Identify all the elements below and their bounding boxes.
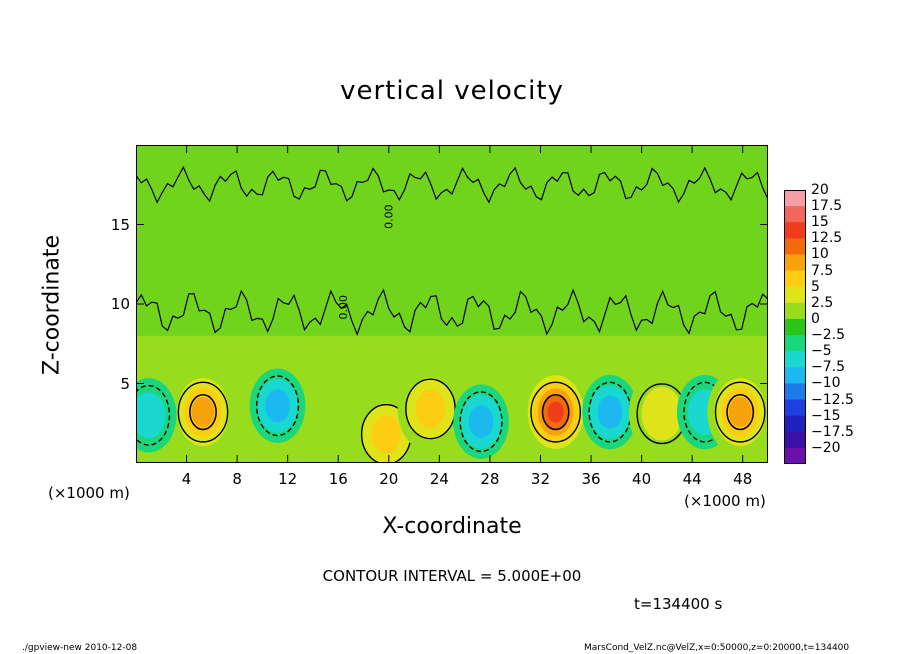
colorbar-label: 7.5 bbox=[811, 262, 834, 279]
colorbar-swatch bbox=[784, 431, 806, 449]
colorbar-swatch bbox=[784, 447, 806, 464]
colorbar-label: 17.5 bbox=[811, 198, 843, 215]
contour-fill bbox=[597, 395, 623, 429]
colorbar-swatch bbox=[784, 351, 806, 368]
contour-line-inner bbox=[189, 393, 217, 431]
contour-line bbox=[136, 384, 171, 446]
downdraft-cell-6 bbox=[582, 374, 638, 450]
footer-left: ./gpview-new 2010-12-08 bbox=[22, 643, 138, 653]
time-text: t=134400 s bbox=[634, 595, 723, 613]
field-upper-band bbox=[136, 145, 768, 336]
contour-line bbox=[256, 375, 300, 437]
contour-line bbox=[459, 391, 503, 453]
contour-fill bbox=[728, 397, 752, 428]
colorbar-label: −2.5 bbox=[811, 327, 845, 344]
y-tick-label: 5 bbox=[120, 374, 130, 393]
colorbar-swatch bbox=[784, 190, 806, 207]
x-tick-label: 36 bbox=[581, 470, 601, 488]
contour-fill bbox=[415, 389, 446, 429]
plot-area: 0.00 0.00 bbox=[136, 145, 768, 463]
x-tick-label: 32 bbox=[530, 470, 551, 488]
colorbar-label: −5 bbox=[811, 343, 832, 360]
x-unit-label-right: (×1000 m) bbox=[684, 492, 766, 510]
colorbar-label: 20 bbox=[811, 182, 829, 198]
colorbar-swatch bbox=[784, 270, 806, 288]
y-tick-label: 15 bbox=[110, 215, 130, 234]
updraft-cell-9 bbox=[707, 368, 768, 456]
downdraft-cell-10 bbox=[136, 378, 177, 453]
colorbar-label: 10 bbox=[811, 246, 829, 263]
contour-line-inner bbox=[541, 393, 570, 431]
colorbar-label: −15 bbox=[811, 407, 841, 424]
zero-contour-line bbox=[136, 288, 768, 337]
colorbar-label: −10 bbox=[811, 375, 841, 392]
x-tick-label: 48 bbox=[733, 470, 753, 488]
x-tick-label: 16 bbox=[328, 470, 348, 488]
updraft-cell-7 bbox=[628, 370, 695, 458]
colorbar-label: 2.5 bbox=[811, 294, 834, 311]
contour-fill bbox=[468, 405, 494, 439]
x-unit-label-left: (×1000 m) bbox=[48, 484, 130, 502]
footer-right: MarsCond_VelZ.nc@VelZ,x=0:50000,z=0:2000… bbox=[584, 643, 850, 653]
y-tick-label: 10 bbox=[110, 295, 130, 313]
x-tick-label: 12 bbox=[278, 470, 298, 488]
colorbar-swatch bbox=[784, 302, 806, 320]
contour-label: 0.00 bbox=[337, 295, 350, 320]
colorbar-swatch bbox=[784, 318, 806, 336]
zero-contour-line bbox=[136, 165, 768, 204]
x-tick-label: 44 bbox=[682, 470, 702, 488]
colorbar bbox=[784, 190, 806, 464]
colorbar-swatch bbox=[784, 254, 806, 272]
colorbar-label: 5 bbox=[811, 278, 820, 295]
colorbar-frame bbox=[784, 190, 806, 464]
x-tick-label: 8 bbox=[232, 470, 242, 488]
colorbar-label: 15 bbox=[811, 214, 829, 231]
colorbar-swatch bbox=[784, 238, 806, 255]
chart-title: vertical velocity bbox=[340, 76, 564, 106]
downdraft-cell-4 bbox=[453, 384, 509, 459]
colorbar-label: −17.5 bbox=[811, 423, 854, 440]
colorbar-swatch bbox=[784, 222, 806, 239]
colorbar-swatch bbox=[784, 335, 806, 352]
x-tick-label: 20 bbox=[379, 470, 399, 488]
colorbar-swatch bbox=[784, 367, 806, 384]
contour-label: 0.00 bbox=[383, 204, 396, 229]
contour-line bbox=[714, 381, 766, 443]
colorbar-swatch bbox=[784, 286, 806, 304]
contour-fill bbox=[547, 401, 564, 423]
colorbar-label: −7.5 bbox=[811, 359, 845, 376]
x-axis-label: X-coordinate bbox=[382, 514, 522, 539]
updraft-cell-3 bbox=[397, 365, 464, 453]
colorbar-swatch bbox=[784, 206, 806, 223]
contour-fill bbox=[641, 386, 683, 441]
contour-fill bbox=[136, 392, 166, 439]
contour-fill bbox=[191, 397, 215, 428]
contour-line bbox=[177, 381, 229, 443]
colorbar-swatch bbox=[784, 383, 806, 401]
colorbar-swatch bbox=[784, 415, 806, 433]
contour-line-inner bbox=[726, 393, 755, 431]
x-tick-label: 40 bbox=[632, 470, 652, 488]
updraft-cell-0 bbox=[170, 368, 236, 456]
x-tick-label: 24 bbox=[429, 470, 449, 488]
colorbar-label: −12.5 bbox=[811, 391, 854, 408]
colorbar-label: 0 bbox=[811, 310, 820, 327]
contour-fill bbox=[265, 389, 290, 423]
colorbar-swatch bbox=[784, 399, 806, 417]
updraft-cell-5 bbox=[522, 368, 589, 456]
contour-line bbox=[530, 381, 581, 443]
colorbar-label: 12.5 bbox=[811, 230, 843, 247]
colorbar-label: −20 bbox=[811, 439, 841, 456]
downdraft-cell-1 bbox=[249, 368, 306, 443]
x-tick-label: 4 bbox=[181, 470, 192, 488]
y-axis-label: Z-coordinate bbox=[39, 235, 65, 375]
x-tick-label: 28 bbox=[480, 470, 500, 488]
contour-fill bbox=[371, 415, 401, 454]
contour-interval-text: CONTOUR INTERVAL = 5.000E+00 bbox=[322, 567, 582, 585]
